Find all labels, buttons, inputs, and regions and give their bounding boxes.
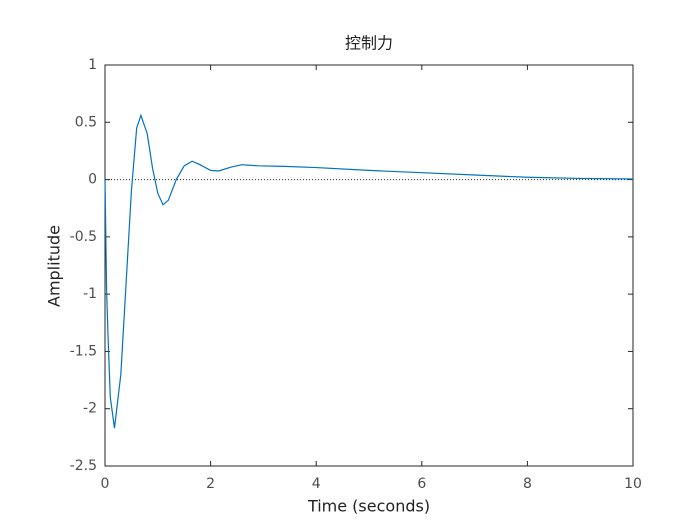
data-line (104, 113, 634, 429)
x-tick-label: 10 (624, 476, 642, 492)
y-tick-label: -2.5 (70, 458, 97, 474)
y-tick-label: -0.5 (70, 229, 97, 245)
chart-title: 控制力 (345, 34, 393, 53)
y-axis-label: Amplitude (45, 225, 64, 307)
x-tick-label: 6 (417, 476, 426, 492)
x-tick-label: 4 (312, 476, 321, 492)
x-axis-label: Time (seconds) (307, 497, 430, 516)
y-tick-label: 0 (88, 172, 97, 188)
plot-frame (104, 64, 634, 467)
x-tick-label: 8 (523, 476, 532, 492)
x-tick-label: 2 (206, 476, 215, 492)
x-tick-label: 0 (101, 476, 110, 492)
y-tick-label: -2 (83, 401, 97, 417)
y-tick-label: -1.5 (70, 343, 97, 359)
y-tick-label: 1 (88, 57, 97, 73)
y-tick-label: 0.5 (75, 114, 97, 130)
y-tick-label: -1 (83, 286, 97, 302)
